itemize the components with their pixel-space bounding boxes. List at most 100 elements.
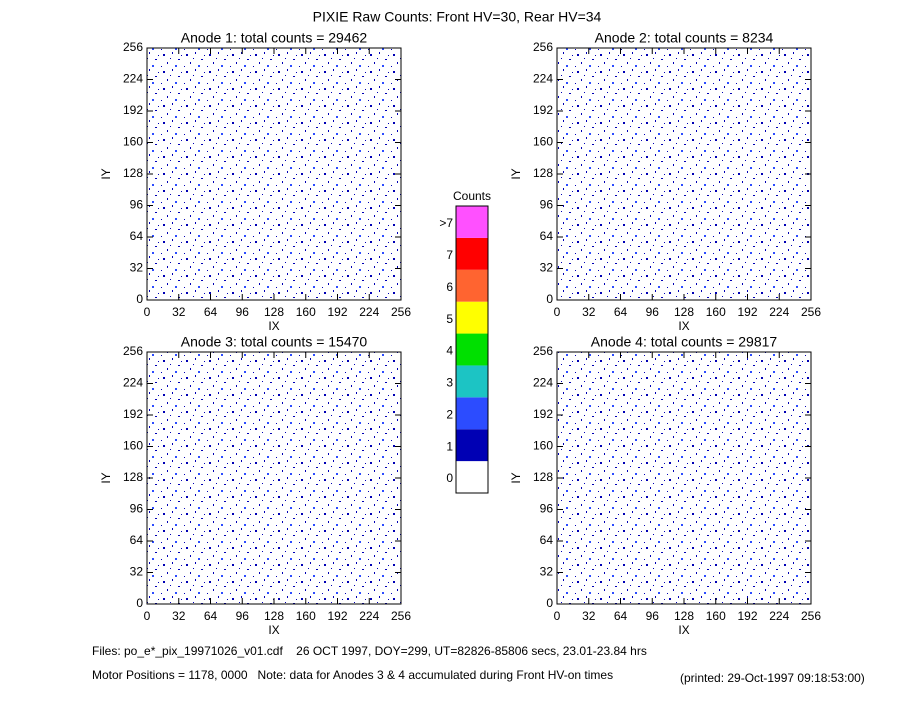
x-tick-label: 96 xyxy=(236,305,250,319)
colorbar-label: 5 xyxy=(446,312,453,326)
y-tick-label: 64 xyxy=(540,533,554,547)
panel-title: Anode 1: total counts = 29462 xyxy=(181,30,368,46)
y-tick-label: 128 xyxy=(123,166,143,180)
colorbar-label: 4 xyxy=(446,344,453,358)
x-tick-label: 64 xyxy=(614,305,628,319)
panel-title: Anode 2: total counts = 8234 xyxy=(595,30,774,46)
x-tick-label: 0 xyxy=(144,305,151,319)
x-tick-label: 96 xyxy=(646,305,660,319)
y-tick-label: 64 xyxy=(540,229,554,243)
y-tick-label: 192 xyxy=(533,407,553,421)
x-axis-label: IX xyxy=(678,623,689,637)
x-tick-label: 32 xyxy=(172,305,186,319)
colorbar-label: 6 xyxy=(446,280,453,294)
x-tick-label: 160 xyxy=(706,305,726,319)
y-tick-label: 192 xyxy=(533,103,553,117)
x-axis-label: IX xyxy=(678,319,689,333)
y-tick-label: 32 xyxy=(540,261,554,275)
y-tick-label: 128 xyxy=(533,166,553,180)
x-tick-label: 96 xyxy=(646,609,660,623)
y-tick-label: 128 xyxy=(123,470,143,484)
speckle-texture xyxy=(147,352,401,604)
figure-title: PIXIE Raw Counts: Front HV=30, Rear HV=3… xyxy=(313,9,602,25)
speckle-texture xyxy=(557,48,811,300)
colorbar-swatch xyxy=(456,461,488,493)
colorbar-swatch xyxy=(456,365,488,398)
colorbar-title: Counts xyxy=(453,189,491,203)
x-tick-label: 128 xyxy=(674,609,694,623)
x-tick-label: 192 xyxy=(737,305,757,319)
y-tick-label: 160 xyxy=(533,135,553,149)
colorbar-label: >7 xyxy=(439,216,453,230)
x-tick-label: 96 xyxy=(236,609,250,623)
speckle-texture xyxy=(147,48,401,300)
panel-title: Anode 4: total counts = 29817 xyxy=(591,334,778,350)
x-tick-label: 192 xyxy=(327,609,347,623)
x-tick-label: 0 xyxy=(554,305,561,319)
x-tick-label: 192 xyxy=(737,609,757,623)
x-tick-label: 128 xyxy=(674,305,694,319)
footer-files: Files: po_e*_pix_19971026_v01.cdf 26 OCT… xyxy=(92,644,647,658)
y-axis-label: IY xyxy=(509,168,523,179)
x-tick-label: 192 xyxy=(327,305,347,319)
x-tick-label: 224 xyxy=(359,305,379,319)
y-tick-label: 256 xyxy=(123,40,143,54)
x-tick-label: 0 xyxy=(554,609,561,623)
colorbar-swatch xyxy=(456,237,488,270)
footer-printed: (printed: 29-Oct-1997 09:18:53:00) xyxy=(680,671,865,685)
y-tick-label: 96 xyxy=(130,198,144,212)
y-axis-label: IY xyxy=(99,472,113,483)
x-tick-label: 32 xyxy=(172,609,186,623)
y-tick-label: 32 xyxy=(130,261,144,275)
colorbar-label: 3 xyxy=(446,376,453,390)
y-tick-label: 224 xyxy=(533,376,553,390)
x-tick-label: 32 xyxy=(582,305,596,319)
y-tick-label: 224 xyxy=(123,376,143,390)
y-tick-label: 96 xyxy=(130,502,144,516)
speckle-texture xyxy=(557,352,811,604)
y-tick-label: 128 xyxy=(533,470,553,484)
x-tick-label: 256 xyxy=(391,609,411,623)
x-tick-label: 64 xyxy=(204,305,218,319)
y-tick-label: 0 xyxy=(546,596,553,610)
x-tick-label: 256 xyxy=(391,305,411,319)
y-tick-label: 256 xyxy=(123,344,143,358)
y-axis-label: IY xyxy=(99,168,113,179)
x-tick-label: 224 xyxy=(769,609,789,623)
colorbar-swatch xyxy=(456,301,488,334)
y-tick-label: 64 xyxy=(130,229,144,243)
y-tick-label: 32 xyxy=(540,565,554,579)
x-tick-label: 128 xyxy=(264,609,284,623)
y-tick-label: 256 xyxy=(533,344,553,358)
x-tick-label: 64 xyxy=(614,609,628,623)
x-tick-label: 256 xyxy=(801,305,821,319)
colorbar-label: 7 xyxy=(446,248,453,262)
x-tick-label: 256 xyxy=(801,609,821,623)
y-tick-label: 160 xyxy=(533,439,553,453)
y-tick-label: 32 xyxy=(130,565,144,579)
y-tick-label: 64 xyxy=(130,533,144,547)
y-tick-label: 192 xyxy=(123,103,143,117)
x-tick-label: 224 xyxy=(359,609,379,623)
y-tick-label: 192 xyxy=(123,407,143,421)
x-tick-label: 64 xyxy=(204,609,218,623)
x-tick-label: 160 xyxy=(706,609,726,623)
y-tick-label: 0 xyxy=(546,292,553,306)
colorbar-swatch xyxy=(456,206,488,238)
x-tick-label: 160 xyxy=(296,609,316,623)
y-tick-label: 224 xyxy=(123,72,143,86)
y-axis-label: IY xyxy=(509,472,523,483)
footer-motor: Motor Positions = 1178, 0000 Note: data … xyxy=(92,668,613,682)
y-tick-label: 160 xyxy=(123,439,143,453)
colorbar-label: 2 xyxy=(446,407,453,421)
x-tick-label: 160 xyxy=(296,305,316,319)
y-tick-label: 256 xyxy=(533,40,553,54)
y-tick-label: 96 xyxy=(540,198,554,212)
x-tick-label: 32 xyxy=(582,609,596,623)
x-axis-label: IX xyxy=(268,623,279,637)
y-tick-label: 160 xyxy=(123,135,143,149)
colorbar-frame xyxy=(455,205,489,494)
colorbar-swatch xyxy=(456,397,488,430)
y-tick-label: 224 xyxy=(533,72,553,86)
